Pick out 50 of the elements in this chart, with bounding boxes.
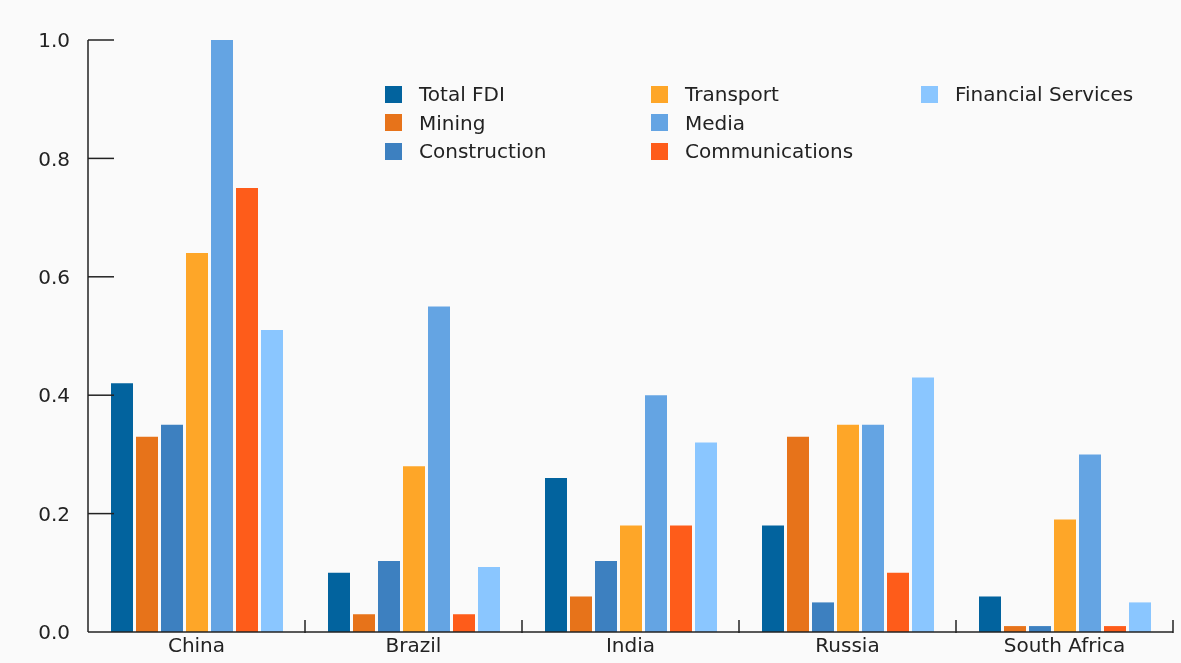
bar	[136, 436, 158, 632]
legend-label: Total FDI	[419, 82, 505, 107]
legend-label: Mining	[419, 110, 486, 135]
bar	[837, 424, 859, 632]
y-tick-label: 0.6	[38, 264, 70, 289]
bar	[762, 525, 784, 632]
bar	[236, 188, 258, 632]
bar	[1054, 519, 1076, 632]
legend-label: Communications	[685, 139, 854, 164]
legend-label: Transport	[685, 82, 779, 107]
bar	[328, 572, 350, 632]
y-tick-label: 0.2	[38, 501, 70, 526]
bar	[695, 442, 717, 632]
legend-label: Media	[685, 110, 746, 135]
bar	[428, 306, 450, 632]
y-tick-label: 0.4	[38, 383, 70, 408]
bar	[261, 330, 283, 632]
y-tick-label: 0.0	[38, 620, 70, 645]
bar	[979, 596, 1001, 632]
legend-label: Financial Services	[955, 82, 1134, 107]
bar	[620, 525, 642, 632]
bar	[186, 253, 208, 632]
bar	[403, 466, 425, 632]
bar	[645, 395, 667, 632]
bar	[570, 596, 592, 632]
x-tick-label: South Africa	[1003, 633, 1126, 658]
y-tick-label: 1.0	[38, 28, 70, 53]
bar	[595, 560, 617, 632]
y-tick-label: 0.8	[38, 146, 70, 171]
x-tick-label: Russia	[815, 633, 880, 658]
legend-label: Construction	[419, 139, 547, 164]
bar	[453, 614, 475, 632]
bar	[670, 525, 692, 632]
bar	[478, 566, 500, 632]
bar	[862, 424, 884, 632]
bar	[887, 572, 909, 632]
x-tick-label: China	[167, 633, 226, 658]
bar	[211, 40, 233, 632]
bar	[787, 436, 809, 632]
bar	[1129, 602, 1151, 632]
bar	[912, 377, 934, 632]
bar	[353, 614, 375, 632]
x-tick-label: India	[605, 633, 656, 658]
bar	[545, 478, 567, 632]
bar	[111, 383, 133, 632]
bar	[812, 602, 834, 632]
bar	[378, 560, 400, 632]
x-tick-label: Brazil	[385, 633, 442, 658]
bar	[161, 424, 183, 632]
bar	[1079, 454, 1101, 632]
